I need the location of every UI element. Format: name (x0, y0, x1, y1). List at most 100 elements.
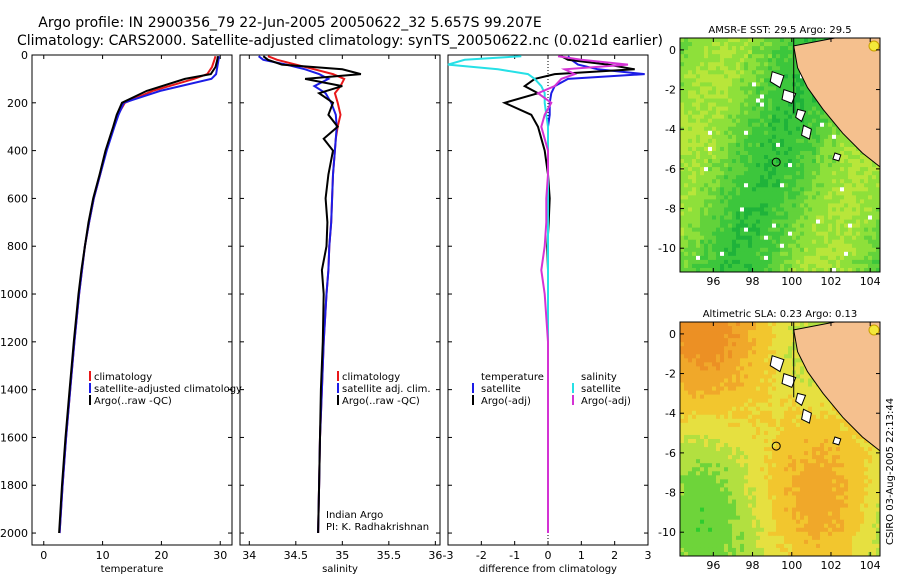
map-cell (720, 231, 725, 237)
map-cell (748, 130, 753, 136)
map-cell (724, 195, 729, 200)
map-cell (772, 134, 777, 140)
map-cell (748, 66, 753, 71)
map-cell (768, 155, 773, 160)
legend-label: satellite (481, 384, 521, 395)
map-cell (740, 459, 745, 464)
map-cell (812, 167, 817, 172)
map-cell (732, 203, 737, 208)
map-cell (844, 211, 849, 216)
map-cell (692, 114, 697, 120)
map-cell (680, 86, 685, 91)
map-cell (680, 94, 685, 99)
map-cell (764, 455, 769, 460)
map-cell (876, 223, 881, 229)
map-cell (712, 227, 717, 233)
map-cell (756, 102, 761, 107)
map-cell (776, 402, 781, 408)
map-cell (752, 231, 757, 237)
map-cell (844, 255, 849, 261)
map-cell (740, 414, 745, 420)
map-cell (752, 410, 757, 416)
map-cell (788, 106, 793, 112)
map-cell (812, 150, 817, 156)
map-cell (792, 239, 797, 245)
map-cell (804, 179, 809, 184)
map-cell (736, 46, 741, 51)
map-cell (732, 70, 737, 75)
map-cell (692, 46, 697, 51)
map-cell (820, 114, 825, 120)
map-cell (692, 58, 697, 63)
map-cell (728, 146, 733, 152)
map-cell (788, 175, 793, 180)
map-cell (728, 58, 733, 63)
map-cell (816, 211, 821, 216)
map-cell (796, 138, 801, 144)
map-cell (772, 443, 777, 448)
map-cell (680, 171, 685, 176)
map-cell (720, 211, 725, 216)
map-cell (876, 195, 881, 200)
map-cell (684, 326, 689, 331)
map-cell (736, 98, 741, 103)
map-cell (784, 74, 789, 79)
map-cell (684, 354, 689, 359)
map-cell (852, 243, 857, 249)
map-cell (688, 247, 693, 253)
map-cell (868, 223, 873, 229)
map-cell (700, 451, 705, 456)
map-cell (684, 378, 689, 383)
map-cell (756, 195, 761, 200)
map-cell (704, 406, 709, 412)
map-cell (740, 406, 745, 412)
map-cell (740, 463, 745, 468)
map-cell (688, 227, 693, 233)
map-cell (740, 342, 745, 347)
map-cell (692, 374, 697, 379)
map-cell (840, 255, 845, 261)
map-cell (856, 155, 861, 160)
map-cell (708, 114, 713, 120)
map-cell (796, 195, 801, 200)
map-cell (812, 163, 817, 168)
map-cell (688, 126, 693, 132)
map-cell (816, 150, 821, 156)
map-cell (708, 207, 713, 212)
map-cell (844, 259, 849, 265)
map-cell (696, 82, 701, 87)
map-cell (848, 434, 853, 440)
map-cell (824, 146, 829, 152)
map-cell (772, 54, 777, 59)
map-cell (780, 70, 785, 75)
map-cell (708, 231, 713, 237)
map-cell (824, 207, 829, 212)
map-cell (692, 451, 697, 456)
map-cell (876, 175, 881, 180)
map-cell (720, 366, 725, 371)
map-cell (848, 183, 853, 188)
map-cell (744, 163, 749, 168)
map-cell (760, 227, 765, 233)
map-cell (772, 459, 777, 464)
map-cell (764, 78, 769, 83)
map-cell (708, 243, 713, 249)
map-cell (756, 255, 761, 261)
map-cell (756, 215, 761, 220)
map-cell (800, 171, 805, 176)
map-cell (860, 163, 865, 168)
map-cell (844, 191, 849, 196)
map-cell (768, 171, 773, 176)
map-cell (812, 455, 817, 460)
map-cell (684, 42, 689, 47)
map-cell (800, 227, 805, 233)
map-cell (756, 211, 761, 216)
map-cell (736, 106, 741, 112)
map-cell (732, 50, 737, 55)
map-cell (720, 422, 725, 428)
map-cell (692, 207, 697, 212)
map-cell (808, 430, 813, 436)
map-cell (784, 239, 789, 245)
map-cell (792, 447, 797, 452)
